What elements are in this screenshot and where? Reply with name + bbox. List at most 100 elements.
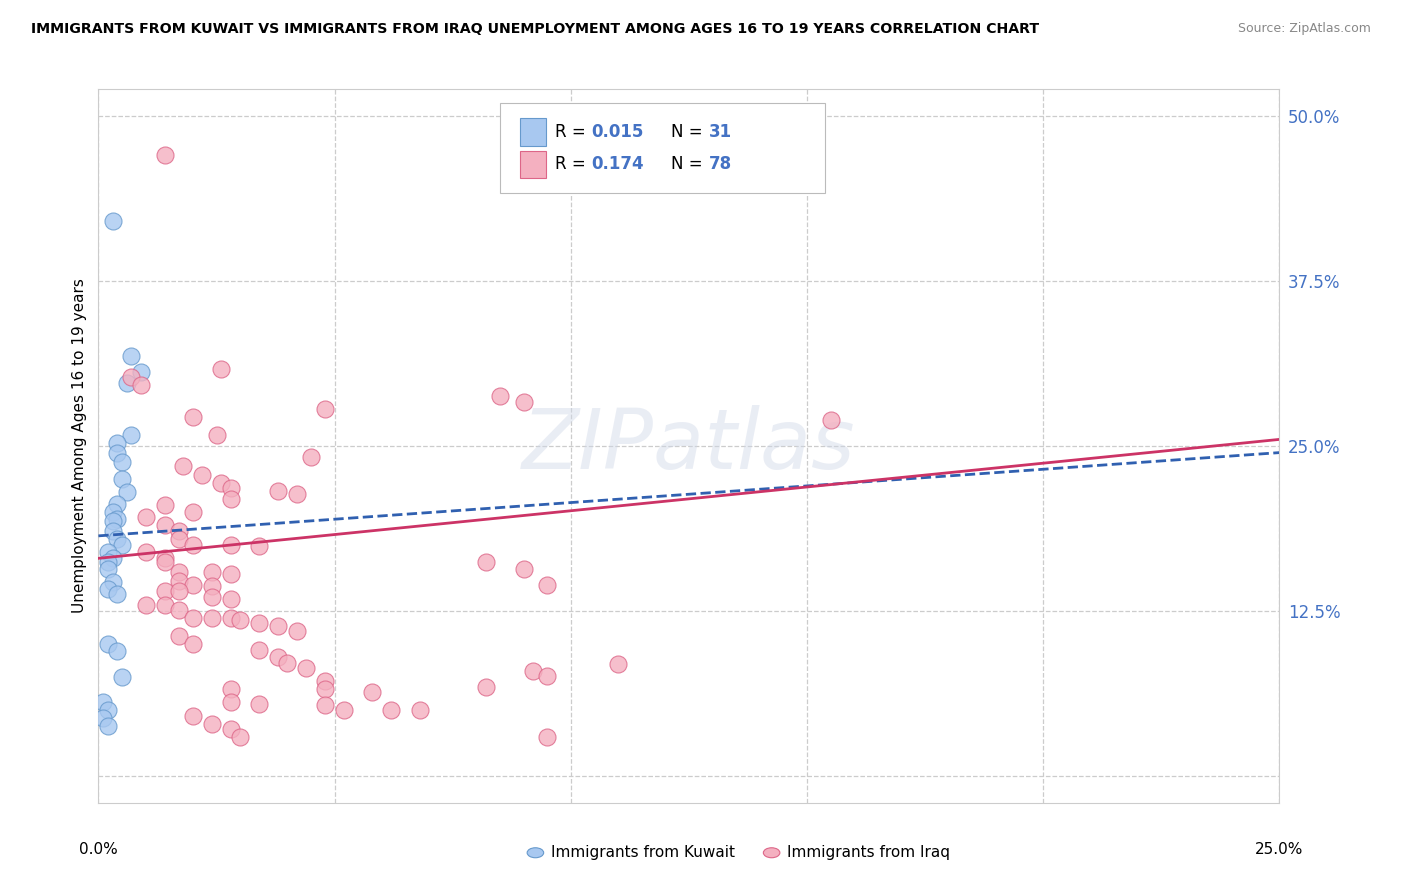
Point — [105, 497, 128, 511]
Point — [191, 468, 214, 483]
Point — [314, 698, 336, 712]
Text: N =: N = — [671, 155, 709, 173]
Text: 78: 78 — [709, 155, 733, 173]
Point — [97, 582, 120, 596]
Point — [607, 657, 630, 671]
Point — [111, 538, 134, 552]
FancyBboxPatch shape — [501, 103, 825, 193]
Point — [219, 481, 242, 495]
Point — [181, 505, 204, 519]
Point — [153, 551, 176, 566]
Circle shape — [763, 847, 780, 858]
Point — [115, 376, 138, 390]
Text: 25.0%: 25.0% — [1256, 842, 1303, 857]
Bar — [520, 151, 546, 178]
Point — [285, 486, 308, 500]
Point — [820, 412, 842, 426]
Point — [333, 703, 356, 717]
Point — [219, 491, 242, 506]
Point — [135, 598, 157, 612]
Point — [201, 579, 224, 593]
Text: 0.174: 0.174 — [591, 155, 644, 173]
Point — [101, 524, 124, 538]
Point — [536, 730, 558, 744]
Point — [105, 644, 128, 658]
Circle shape — [527, 847, 544, 858]
Point — [181, 578, 204, 592]
Y-axis label: Unemployment Among Ages 16 to 19 years: Unemployment Among Ages 16 to 19 years — [72, 278, 87, 614]
Point — [181, 708, 204, 723]
Point — [167, 584, 190, 599]
Point — [380, 703, 402, 717]
Point — [97, 545, 120, 559]
Point — [536, 578, 558, 592]
Point — [201, 590, 224, 604]
Bar — [520, 119, 546, 145]
Point — [361, 685, 384, 699]
Text: R =: R = — [555, 123, 592, 141]
Point — [121, 349, 143, 363]
Point — [267, 618, 290, 632]
Point — [91, 695, 114, 709]
Text: R =: R = — [555, 155, 592, 173]
Point — [181, 538, 204, 552]
Text: Immigrants from Iraq: Immigrants from Iraq — [787, 846, 950, 860]
Point — [219, 611, 242, 625]
Point — [101, 505, 124, 519]
Text: 31: 31 — [709, 123, 733, 141]
Point — [181, 409, 204, 424]
Point — [201, 565, 224, 579]
Text: 0.015: 0.015 — [591, 123, 644, 141]
Point — [285, 624, 308, 638]
Point — [153, 499, 176, 513]
Point — [512, 395, 534, 409]
Point — [295, 661, 318, 675]
Point — [121, 370, 143, 384]
Point — [408, 703, 430, 717]
Point — [314, 674, 336, 689]
Point — [101, 214, 124, 228]
Point — [97, 637, 120, 651]
Point — [299, 450, 322, 464]
Point — [129, 365, 152, 379]
Text: Immigrants from Kuwait: Immigrants from Kuwait — [551, 846, 735, 860]
Point — [101, 575, 124, 590]
Point — [135, 510, 157, 524]
Point — [219, 722, 242, 736]
Point — [167, 565, 190, 579]
Point — [247, 540, 270, 554]
Text: N =: N = — [671, 123, 709, 141]
Point — [205, 428, 228, 442]
Point — [105, 587, 128, 601]
Point — [181, 637, 204, 651]
Point — [129, 378, 152, 392]
Point — [209, 475, 232, 490]
Point — [121, 428, 143, 442]
Point — [314, 402, 336, 417]
Point — [219, 567, 242, 582]
Point — [229, 730, 252, 744]
Point — [153, 584, 176, 599]
Point — [91, 711, 114, 725]
Point — [229, 614, 252, 628]
Point — [105, 436, 128, 450]
Point — [105, 532, 128, 546]
Point — [167, 532, 190, 546]
Point — [105, 511, 128, 525]
Point — [97, 562, 120, 576]
Point — [172, 458, 194, 473]
Point — [153, 148, 176, 162]
Point — [475, 680, 498, 694]
Point — [153, 555, 176, 569]
Point — [219, 695, 242, 709]
Point — [201, 716, 224, 731]
Point — [115, 485, 138, 500]
Point — [135, 545, 157, 559]
Point — [105, 445, 128, 459]
Point — [219, 538, 242, 552]
Point — [247, 642, 270, 657]
Point — [247, 697, 270, 711]
Point — [167, 603, 190, 617]
Point — [219, 682, 242, 697]
Point — [267, 650, 290, 665]
